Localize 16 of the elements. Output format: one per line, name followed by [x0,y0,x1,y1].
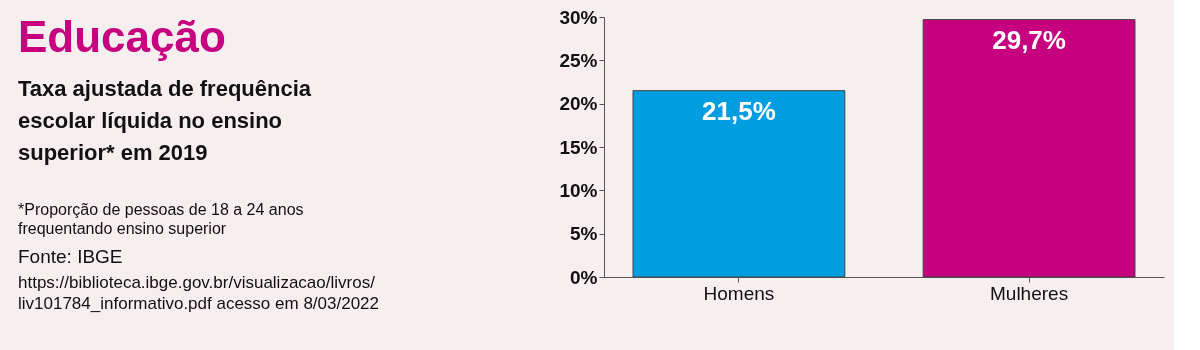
data-label: 21,5% [702,95,776,126]
y-tick-label: 10% [559,179,598,201]
source-note: Fonte: IBGE [18,246,123,267]
y-tick-label: 15% [559,136,598,158]
text: *Proporção de pessoas de 18 a 24 anos frequentando ensino superior [18,201,304,237]
x-tick-label: Homens [703,282,775,304]
text: Taxa ajustada de frequência escolar líquida no ensino superior* em 2019 [18,76,312,165]
y-tick-label: 5% [570,223,598,245]
y-tick-label: 0% [570,266,598,288]
text: https://biblioteca.ibge.gov.br/visualizacao/livros/liv101784_informativo.pdf acesso em 8/03/2022 [18,273,380,313]
y-tick-label: 30% [559,6,598,28]
text: Educação [18,12,226,61]
data-label: 29,7% [992,24,1066,55]
x-tick-label: Mulheres [990,282,1069,304]
y-tick-label: 25% [559,49,598,71]
y-tick-label: 20% [559,93,598,115]
